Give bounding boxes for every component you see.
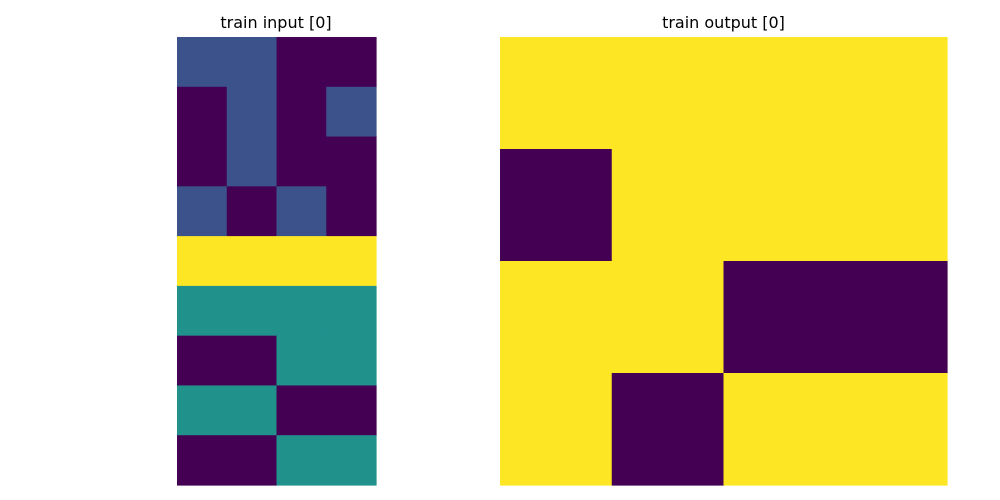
input-cell-r2-c3 <box>326 136 377 187</box>
input-cell-r1-c3 <box>326 86 377 138</box>
input-cell-r7-c0 <box>177 385 228 436</box>
input-cell-r5-c2 <box>276 285 327 337</box>
input-cell-r1-c1 <box>226 86 278 138</box>
input-cell-r3-c1 <box>226 186 278 237</box>
input-cell-r8-c1 <box>226 435 278 486</box>
input-grid <box>177 37 377 486</box>
input-cell-r6-c0 <box>177 335 228 387</box>
output-cell-r0-c2 <box>723 37 836 150</box>
output-cell-r3-c1 <box>611 373 725 486</box>
output-cell-r1-c0 <box>500 149 613 262</box>
output-cell-r2-c1 <box>611 261 725 374</box>
input-cell-r0-c3 <box>326 37 377 88</box>
input-panel-title: train input [0] <box>220 13 331 32</box>
output-cell-r1-c2 <box>723 149 836 262</box>
input-cell-r1-c0 <box>177 86 228 138</box>
input-cell-r8-c3 <box>326 435 377 486</box>
input-cell-r6-c2 <box>276 335 327 387</box>
input-cell-r0-c2 <box>276 37 327 88</box>
input-cell-r7-c3 <box>326 385 377 436</box>
output-cell-r2-c2 <box>723 261 836 374</box>
input-cell-r7-c1 <box>226 385 278 436</box>
input-cell-r5-c0 <box>177 285 228 337</box>
output-cell-r3-c3 <box>835 373 948 486</box>
output-grid <box>500 37 948 486</box>
input-cell-r4-c3 <box>326 236 377 287</box>
input-cell-r2-c2 <box>276 136 327 187</box>
input-cell-r3-c2 <box>276 186 327 237</box>
input-cell-r3-c3 <box>326 186 377 237</box>
output-cell-r2-c0 <box>500 261 613 374</box>
input-cell-r8-c0 <box>177 435 228 486</box>
input-cell-r2-c1 <box>226 136 278 187</box>
input-cell-r0-c1 <box>226 37 278 88</box>
input-cell-r8-c2 <box>276 435 327 486</box>
output-cell-r3-c0 <box>500 373 613 486</box>
input-cell-r4-c0 <box>177 236 228 287</box>
input-cell-r1-c2 <box>276 86 327 138</box>
input-cell-r5-c1 <box>226 285 278 337</box>
input-cell-r4-c2 <box>276 236 327 287</box>
output-cell-r1-c1 <box>611 149 725 262</box>
output-cell-r1-c3 <box>835 149 948 262</box>
output-cell-r3-c2 <box>723 373 836 486</box>
input-cell-r0-c0 <box>177 37 228 88</box>
input-cell-r2-c0 <box>177 136 228 187</box>
input-cell-r6-c1 <box>226 335 278 387</box>
output-cell-r0-c3 <box>835 37 948 150</box>
output-cell-r0-c1 <box>611 37 725 150</box>
output-panel-title: train output [0] <box>662 13 785 32</box>
input-cell-r7-c2 <box>276 385 327 436</box>
input-cell-r6-c3 <box>326 335 377 387</box>
output-cell-r2-c3 <box>835 261 948 374</box>
input-cell-r3-c0 <box>177 186 228 237</box>
input-cell-r5-c3 <box>326 285 377 337</box>
output-cell-r0-c0 <box>500 37 613 150</box>
input-cell-r4-c1 <box>226 236 278 287</box>
